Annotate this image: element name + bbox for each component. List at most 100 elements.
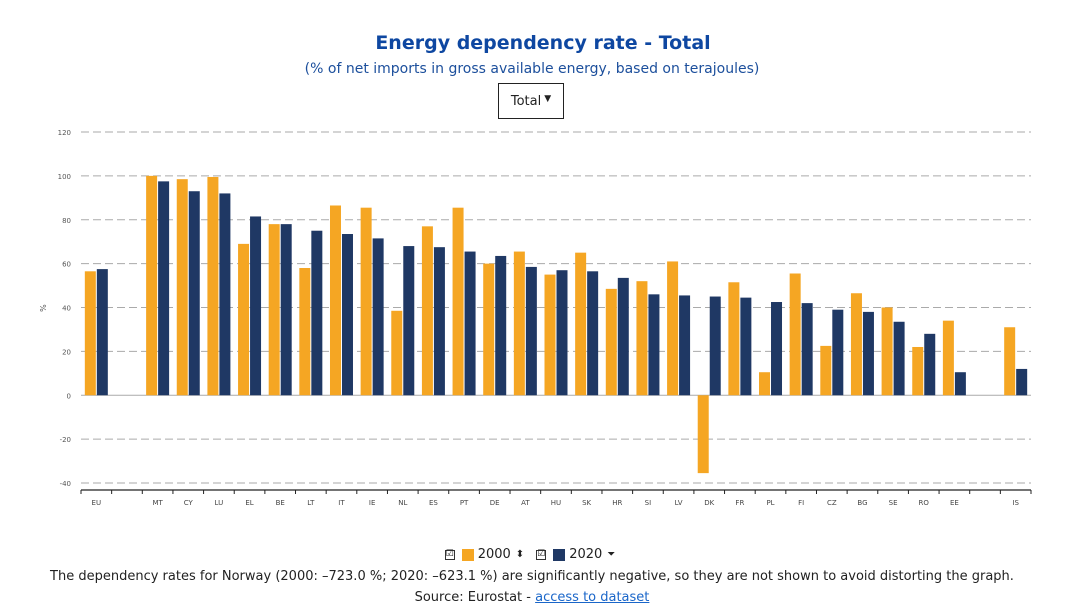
y-tick-label: -40: [60, 480, 71, 488]
bar-2000-IE: [360, 207, 372, 396]
x-tick-label: DK: [704, 499, 714, 507]
x-tick-label: ES: [429, 499, 438, 507]
bar-2000-MT: [146, 175, 158, 396]
bar-2020-HU: [556, 270, 568, 396]
x-tick-label: LU: [215, 499, 224, 507]
x-tick-label: NL: [398, 499, 407, 507]
bar-2000-CY: [176, 179, 188, 396]
bar-2000-LU: [207, 176, 219, 396]
y-tick-label: 40: [62, 305, 71, 313]
bar-2020-HR: [617, 277, 629, 396]
bar-2020-LU: [219, 193, 231, 396]
bar-2000-IS: [1004, 327, 1016, 396]
x-tick-label: DE: [490, 499, 500, 507]
x-tick-label: BG: [857, 499, 867, 507]
x-tick-label: EE: [950, 499, 959, 507]
x-tick-label: SK: [582, 499, 591, 507]
x-tick-label: LT: [307, 499, 315, 507]
x-tick-label: PT: [460, 499, 469, 507]
chart-title: Energy dependency rate - Total: [375, 32, 711, 54]
bar-2020-BE: [280, 224, 292, 396]
x-tick-label: FI: [798, 499, 804, 507]
footnote: The dependency rates for Norway (2000: –…: [50, 569, 1014, 584]
x-tick-label: AT: [521, 499, 530, 507]
bar-2020-EE: [954, 372, 966, 396]
bar-2020-IT: [341, 234, 353, 396]
dropdown-label: Total: [510, 93, 542, 109]
bar-2000-HR: [605, 288, 617, 396]
bar-2000-FI: [789, 273, 801, 396]
caret-down-icon: ▼: [544, 94, 552, 104]
bar-2020-SK: [587, 271, 599, 396]
bar-2020-IE: [372, 238, 384, 396]
dataset-link[interactable]: access to dataset: [535, 590, 650, 605]
legend: ☑ 2000 ⬍ ☑ 2020 ⏷: [0, 547, 1060, 562]
bar-2020-PL: [771, 302, 783, 396]
x-tick-label: HR: [612, 499, 622, 507]
y-tick-label: 20: [62, 348, 71, 356]
bar-2020-DK: [709, 296, 721, 396]
bar-2020-LV: [679, 295, 691, 396]
bar-2000-PT: [452, 207, 464, 396]
bar-2000-LV: [667, 261, 679, 396]
y-axis-label: %: [39, 304, 48, 312]
x-tick-label: EL: [245, 499, 253, 507]
category-dropdown[interactable]: Total ▼: [498, 83, 564, 119]
bar-2000-EU: [84, 271, 96, 396]
x-tick-label: SE: [889, 499, 898, 507]
sort-down-icon[interactable]: ⏷: [607, 549, 616, 560]
bar-2020-IS: [1016, 368, 1028, 396]
bar-2020-EU: [96, 269, 108, 396]
sort-updown-icon[interactable]: ⬍: [515, 549, 525, 560]
y-tick-label: 60: [62, 261, 71, 269]
y-tick-label: 0: [67, 392, 71, 400]
source-line: Source: Eurostat - access to dataset: [0, 590, 1064, 605]
checkbox-icon[interactable]: ☑: [536, 549, 547, 560]
bar-2020-FI: [801, 303, 813, 396]
legend-item-2020[interactable]: ☑ 2020 ⏷: [536, 547, 615, 562]
bar-2020-AT: [525, 266, 537, 396]
bar-2020-ES: [433, 247, 445, 396]
bar-2020-DE: [495, 255, 507, 396]
bar-2000-ES: [421, 226, 433, 396]
bar-2000-FR: [728, 282, 740, 396]
checkbox-icon[interactable]: ☑: [444, 549, 455, 560]
bar-2000-CZ: [820, 345, 832, 396]
bar-2000-SK: [575, 252, 587, 396]
bar-2000-HU: [544, 274, 556, 396]
y-tick-label: -20: [60, 436, 71, 444]
legend-item-2000[interactable]: ☑ 2000 ⬍: [444, 547, 525, 562]
bar-2000-IT: [329, 205, 341, 396]
x-tick-label: IT: [338, 499, 345, 507]
x-tick-label: CY: [184, 499, 194, 507]
bar-2000-EL: [238, 243, 250, 396]
legend-label-2000: 2000: [477, 547, 511, 562]
bar-2000-PL: [759, 372, 771, 396]
y-tick-label: 100: [58, 173, 71, 181]
bar-2020-EL: [250, 216, 262, 396]
legend-swatch-2020: [553, 548, 566, 561]
y-tick-label: 80: [62, 217, 71, 225]
bar-2020-PT: [464, 251, 476, 396]
bar-2020-CY: [188, 191, 200, 396]
source-label: Source: Eurostat -: [414, 590, 536, 605]
bar-2000-BG: [850, 293, 862, 396]
x-tick-label: FR: [735, 499, 744, 507]
bar-2020-SE: [893, 321, 905, 396]
bar-2020-RO: [924, 333, 936, 396]
x-tick-label: IE: [369, 499, 376, 507]
bar-2000-DE: [483, 263, 495, 396]
chart-subtitle: (% of net imports in gross available ene…: [304, 61, 760, 77]
bar-2020-LT: [311, 230, 323, 396]
bar-2020-CZ: [832, 309, 844, 396]
bar-2000-NL: [391, 310, 403, 396]
x-tick-label: PL: [766, 499, 774, 507]
bar-chart: -40 -20 0 20 40 60 80 100 120% EU MT CY LU EL BE LT IT IE…: [39, 129, 1032, 507]
bar-2000-AT: [513, 251, 525, 396]
bar-2000-EE: [942, 320, 954, 396]
y-tick-label: 120: [58, 129, 71, 137]
bar-2020-BG: [862, 311, 874, 396]
legend-swatch-2000: [461, 548, 474, 561]
x-tick-label: IS: [1012, 499, 1019, 507]
bar-2000-DK: [697, 395, 709, 474]
